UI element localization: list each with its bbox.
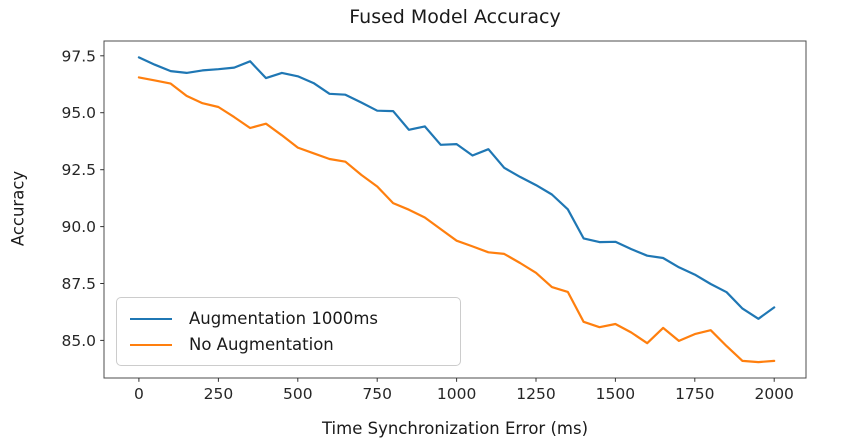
legend: Augmentation 1000ms No Augmentation (116, 297, 461, 366)
y-axis-tick-label: 92.5 (61, 161, 96, 179)
x-axis-tick-label: 2000 (754, 385, 793, 403)
x-axis-tick-label: 1000 (437, 385, 476, 403)
legend-item-augmentation: Augmentation 1000ms (130, 309, 460, 328)
y-axis-tick-label: 90.0 (61, 218, 96, 236)
x-axis-tick-label: 1750 (675, 385, 714, 403)
plot-series-lines (137, 56, 776, 364)
plot-area-border (103, 40, 807, 379)
y-axis-tick-label: 97.5 (61, 47, 96, 65)
axis-tick-labels: 0 250 500 750 1000 1250 1500 1750 2000 97.5 95.0 92… (61, 47, 793, 403)
y-axis-tick-label: 87.5 (61, 275, 96, 293)
x-axis-tick-label: 250 (204, 385, 234, 403)
y-axis-label: Accuracy (8, 170, 28, 247)
chart-title: Fused Model Accuracy (349, 6, 561, 28)
y-axis-tick-label: 85.0 (61, 332, 96, 350)
series-line-1 (137, 76, 776, 364)
x-axis-tick-label: 1250 (516, 385, 555, 403)
x-axis-tick-label: 0 (134, 385, 144, 403)
x-axis-tick-label: 500 (283, 385, 313, 403)
y-axis-tick-label: 95.0 (61, 104, 96, 122)
legend-label: Augmentation 1000ms (189, 309, 378, 328)
x-axis-tick-label: 1500 (596, 385, 635, 403)
series-line-0 (137, 56, 776, 320)
legend-label: No Augmentation (189, 335, 334, 354)
x-axis-tick-label: 750 (362, 385, 392, 403)
legend-swatch-blue-line (130, 317, 172, 320)
x-axis-label: Time Synchronization Error (ms) (321, 419, 589, 438)
legend-item-no-augmentation: No Augmentation (130, 335, 460, 354)
legend-swatch-orange-line (130, 343, 172, 346)
axis-ticks (100, 55, 775, 382)
